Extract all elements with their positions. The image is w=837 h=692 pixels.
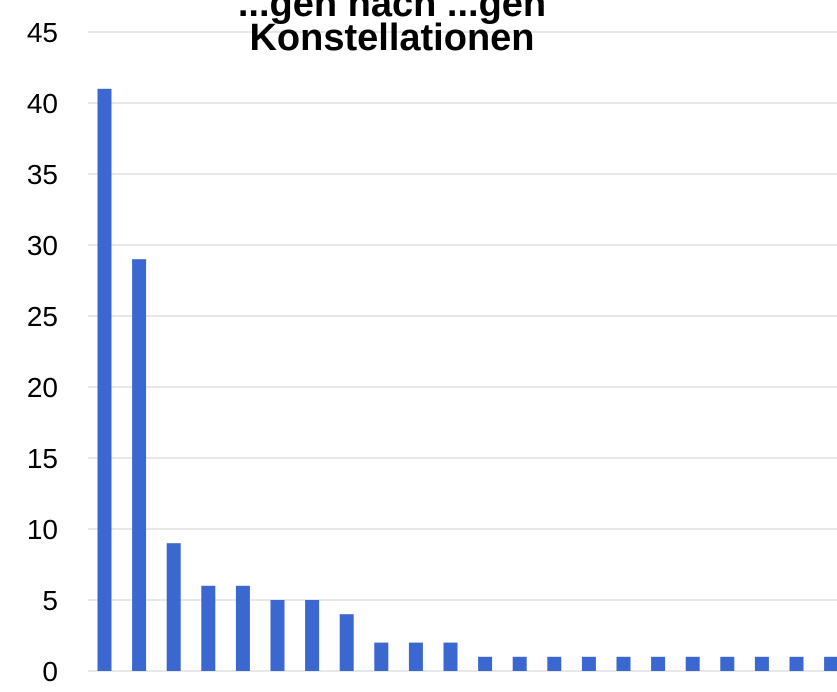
y-tick-label-25: 25 (27, 301, 58, 332)
bar-17 (651, 656, 666, 671)
bar-11 (443, 642, 458, 671)
y-tick-label-15: 15 (27, 443, 58, 474)
bar-18 (685, 656, 700, 671)
bar-19 (720, 656, 735, 671)
y-axis-tick-labels: 0 5 10 15 20 25 30 35 40 45 (27, 17, 58, 687)
bar-4 (201, 585, 216, 671)
bar-1 (97, 88, 112, 672)
bar-8 (339, 614, 354, 671)
y-tick-label-40: 40 (27, 88, 58, 119)
bar-15 (581, 656, 596, 671)
bar-10 (408, 642, 423, 671)
bar-21 (789, 656, 804, 671)
bar-2 (132, 259, 147, 671)
bar-9 (374, 642, 389, 671)
y-tick-label-0: 0 (42, 656, 58, 687)
bar-3 (166, 543, 181, 671)
bar-12 (478, 656, 493, 671)
bar-20 (754, 656, 769, 671)
y-tick-label-35: 35 (27, 159, 58, 190)
bar-7 (305, 600, 320, 671)
bar-13 (512, 656, 527, 671)
chart-title-line-1: ...gen nach ...gen (238, 0, 546, 25)
bar-16 (616, 656, 631, 671)
bar-5 (235, 585, 250, 671)
bar-6 (270, 600, 285, 671)
bar-14 (547, 656, 562, 671)
y-tick-label-20: 20 (27, 372, 58, 403)
y-tick-label-30: 30 (27, 230, 58, 261)
gridlines (88, 31, 837, 672)
y-tick-label-5: 5 (42, 585, 58, 616)
bar-22 (824, 656, 837, 671)
chart-title-line-2: Konstellationen (249, 17, 534, 59)
bars (97, 88, 837, 672)
y-tick-label-10: 10 (27, 514, 58, 545)
y-tick-label-45: 45 (27, 17, 58, 48)
